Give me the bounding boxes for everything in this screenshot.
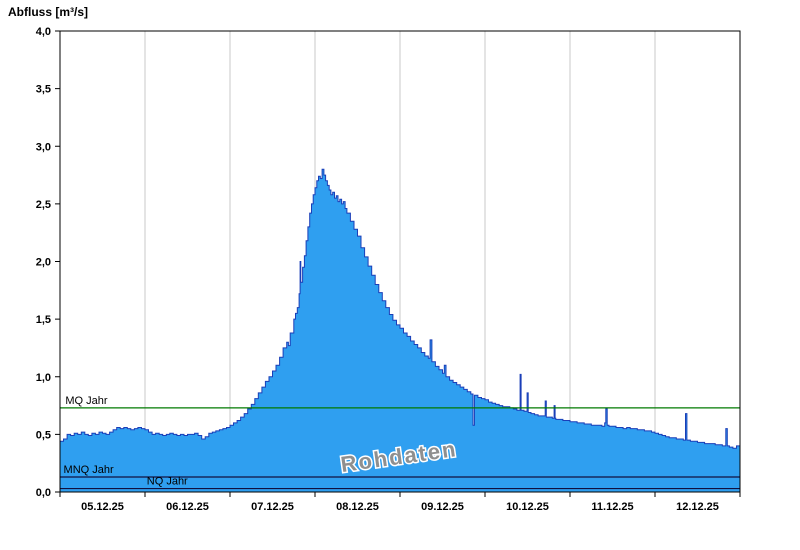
y-axis-tick-label: 3,5 <box>36 84 51 96</box>
y-axis-tick-label: 0,0 <box>36 487 51 499</box>
y-axis-tick-label: 2,5 <box>36 199 51 211</box>
x-axis-day-label: 06.12.25 <box>166 501 209 513</box>
x-axis-day-label: 10.12.25 <box>506 501 549 513</box>
chart-title: Abfluss [m³/s] <box>8 5 89 19</box>
y-axis-tick-label: 4,0 <box>36 26 51 38</box>
mnq-jahr-label: MNQ Jahr <box>64 464 114 476</box>
y-axis-tick-label: 0,5 <box>36 429 51 441</box>
x-axis-day-label: 11.12.25 <box>591 501 633 513</box>
x-axis-day-label: 09.12.25 <box>421 501 464 513</box>
discharge-area <box>60 169 740 493</box>
x-axis-day-label: 05.12.25 <box>81 501 124 513</box>
x-axis-day-label: 08.12.25 <box>336 501 379 513</box>
y-axis-tick-label: 1,5 <box>36 314 51 326</box>
mq-jahr-label: MQ Jahr <box>65 395 108 407</box>
x-axis-day-label: 07.12.25 <box>251 501 294 513</box>
x-axis-day-label: 12.12.25 <box>676 501 719 513</box>
nq-jahr-label: NQ Jahr <box>147 476 188 488</box>
y-axis-tick-label: 1,0 <box>36 372 51 384</box>
y-axis-tick-label: 2,0 <box>36 257 51 269</box>
y-axis-tick-label: 3,0 <box>36 141 51 153</box>
discharge-line <box>60 168 741 450</box>
